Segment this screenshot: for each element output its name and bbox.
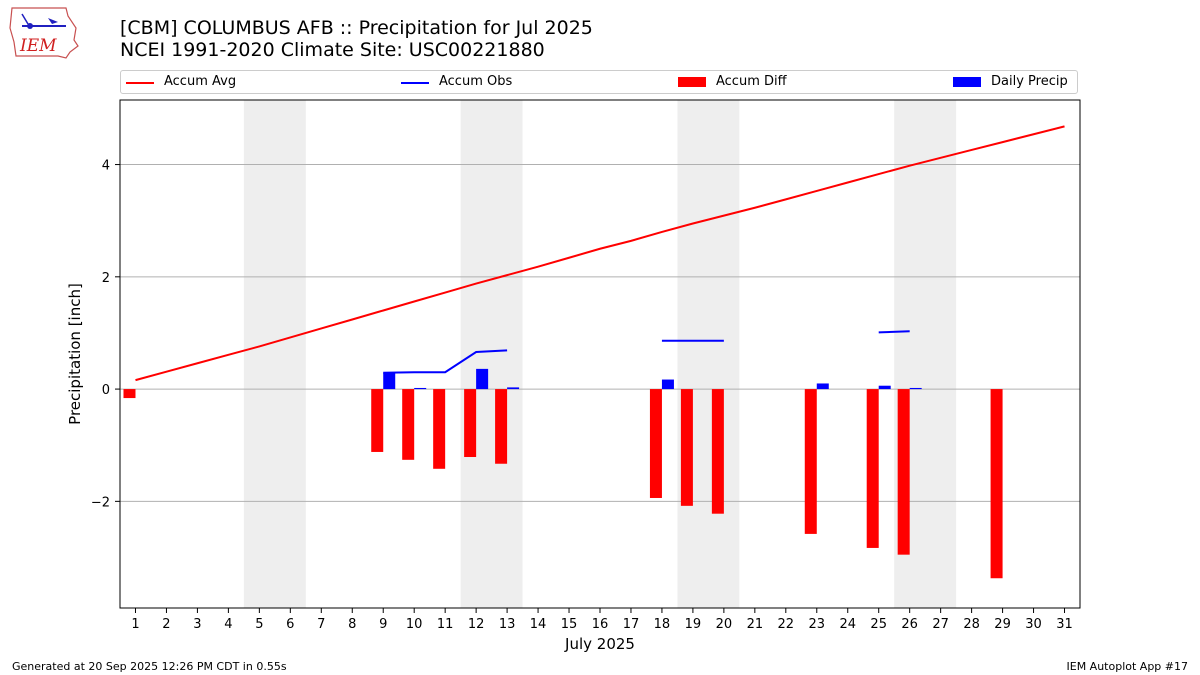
x-tick-label-8: 8 xyxy=(348,617,356,632)
daily-precip-bar-day-18 xyxy=(661,379,674,390)
x-tick-label-10: 10 xyxy=(406,617,423,632)
chart-title-line2: NCEI 1991-2020 Climate Site: USC00221880 xyxy=(120,39,545,61)
y-axis-label: Precipitation [inch] xyxy=(66,283,84,425)
legend-label-daily-precip: Daily Precip xyxy=(991,74,1068,89)
x-tick-label-16: 16 xyxy=(592,617,609,632)
x-tick-label-25: 25 xyxy=(870,617,887,632)
x-tick-label-14: 14 xyxy=(530,617,547,632)
x-tick-label-22: 22 xyxy=(778,617,795,632)
x-axis-label: July 2025 xyxy=(564,635,635,653)
chart-legend: Accum Avg Accum Obs Accum Diff Daily Pre… xyxy=(120,70,1078,94)
weekend-band-0 xyxy=(243,100,306,608)
x-tick-label-11: 11 xyxy=(437,617,454,632)
x-tick-label-12: 12 xyxy=(468,617,485,632)
x-tick-label-7: 7 xyxy=(317,617,325,632)
iem-logo-icon: IEM xyxy=(9,7,79,59)
x-tick-label-6: 6 xyxy=(286,617,294,632)
accum-diff-bar-day-18 xyxy=(649,389,662,498)
legend-label-accum-diff: Accum Diff xyxy=(716,74,787,89)
x-tick-label-3: 3 xyxy=(193,617,201,632)
accum-diff-bar-day-1 xyxy=(123,389,136,399)
x-tick-label-17: 17 xyxy=(623,617,640,632)
chart-title-line1: [CBM] COLUMBUS AFB :: Precipitation for … xyxy=(120,17,593,39)
legend-swatch-accum-obs xyxy=(401,82,429,84)
accum-diff-bar-day-13 xyxy=(495,389,508,464)
accum-diff-bar-day-23 xyxy=(804,389,817,534)
accum-diff-bar-day-9 xyxy=(371,389,384,452)
y-tick-label-4: 4 xyxy=(102,159,110,174)
accum-avg-line xyxy=(135,125,1065,382)
x-tick-label-27: 27 xyxy=(932,617,949,632)
y-tick-label--2: −2 xyxy=(91,495,110,510)
x-tick-label-15: 15 xyxy=(561,617,578,632)
legend-label-accum-avg: Accum Avg xyxy=(164,74,237,89)
daily-precip-bar-day-13 xyxy=(507,387,520,390)
x-tick-label-18: 18 xyxy=(654,617,671,632)
accum-diff-bar-day-11 xyxy=(433,389,446,469)
daily-precip-bar-day-25 xyxy=(878,385,891,390)
x-tick-label-2: 2 xyxy=(162,617,170,632)
accum-diff-bar-day-29 xyxy=(990,389,1003,579)
daily-precip-bar-day-10 xyxy=(414,387,427,390)
legend-label-accum-obs: Accum Obs xyxy=(439,74,513,89)
x-tick-label-30: 30 xyxy=(1025,617,1042,632)
x-tick-label-13: 13 xyxy=(499,617,516,632)
x-tick-label-28: 28 xyxy=(963,617,980,632)
daily-precip-bar-day-26 xyxy=(909,387,922,390)
legend-swatch-daily-precip xyxy=(953,77,981,87)
weekend-band-2 xyxy=(677,100,740,608)
x-tick-label-9: 9 xyxy=(379,617,387,632)
y-tick-label-2: 2 xyxy=(102,271,110,286)
accum-diff-bar-day-20 xyxy=(711,389,724,514)
x-tick-label-29: 29 xyxy=(994,617,1011,632)
accum-diff-bar-day-25 xyxy=(866,389,879,548)
x-tick-label-26: 26 xyxy=(901,617,918,632)
daily-precip-bar-day-12 xyxy=(476,368,489,390)
legend-swatch-accum-avg xyxy=(126,82,154,84)
generated-timestamp: Generated at 20 Sep 2025 12:26 PM CDT in… xyxy=(12,660,287,673)
daily-precip-bar-day-23 xyxy=(816,383,829,390)
daily-precip-bar-day-9 xyxy=(383,372,396,390)
x-tick-label-21: 21 xyxy=(747,617,764,632)
accum-diff-bar-day-26 xyxy=(897,389,910,555)
x-tick-label-1: 1 xyxy=(131,617,139,632)
app-credit: IEM Autoplot App #17 xyxy=(1066,660,1189,673)
x-tick-label-20: 20 xyxy=(716,617,733,632)
x-tick-label-24: 24 xyxy=(839,617,856,632)
legend-swatch-accum-diff xyxy=(678,77,706,87)
accum-diff-bar-day-19 xyxy=(680,389,693,506)
accum-obs-line-0 xyxy=(383,349,508,374)
accum-obs-line-2 xyxy=(878,330,910,334)
x-tick-label-5: 5 xyxy=(255,617,263,632)
accum-diff-bar-day-12 xyxy=(464,389,477,458)
logo-text: IEM xyxy=(19,36,57,56)
accum-diff-bar-day-10 xyxy=(402,389,415,460)
x-tick-label-31: 31 xyxy=(1056,617,1073,632)
x-tick-label-19: 19 xyxy=(685,617,702,632)
weekend-band-1 xyxy=(460,100,523,608)
y-tick-label-0: 0 xyxy=(102,383,110,398)
x-tick-label-23: 23 xyxy=(809,617,826,632)
x-tick-label-4: 4 xyxy=(224,617,232,632)
